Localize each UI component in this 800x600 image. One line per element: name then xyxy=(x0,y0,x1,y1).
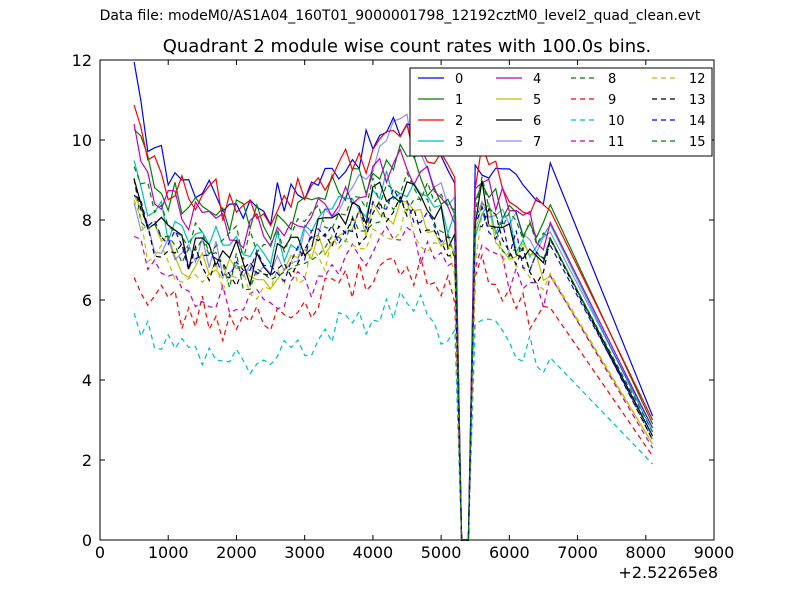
series-line-10 xyxy=(133,290,654,541)
legend-label-6: 6 xyxy=(533,114,541,129)
legend-label-1: 1 xyxy=(455,93,463,108)
y-tick-label: 8 xyxy=(82,211,92,230)
series-line-4 xyxy=(133,123,654,541)
series-line-14 xyxy=(133,187,654,541)
series-line-3 xyxy=(133,160,654,541)
y-tick-label: 4 xyxy=(82,371,92,390)
y-tick-label: 0 xyxy=(82,531,92,550)
y-tick-label: 12 xyxy=(72,51,92,70)
legend-label-12: 12 xyxy=(689,72,706,87)
x-tick-label: 7000 xyxy=(557,543,598,562)
series-line-11 xyxy=(133,225,654,541)
legend-label-0: 0 xyxy=(455,72,463,87)
x-tick-label: 1000 xyxy=(148,543,189,562)
legend-label-4: 4 xyxy=(533,72,541,87)
x-offset-label: +2.52265e8 xyxy=(618,563,718,582)
legend-label-15: 15 xyxy=(689,135,706,150)
legend-label-2: 2 xyxy=(455,114,463,129)
y-tick-label: 6 xyxy=(82,291,92,310)
series-line-8 xyxy=(133,177,654,541)
legend-label-14: 14 xyxy=(689,114,706,129)
x-tick-label: 9000 xyxy=(694,543,735,562)
legend-label-9: 9 xyxy=(608,93,616,108)
figure-suptitle: Data file: modeM0/AS1A04_160T01_90000017… xyxy=(99,8,701,24)
series-line-6 xyxy=(133,178,654,541)
legend-label-3: 3 xyxy=(455,135,463,150)
x-tick-label: 8000 xyxy=(625,543,666,562)
legend-label-10: 10 xyxy=(608,114,625,129)
x-tick-label: 5000 xyxy=(421,543,462,562)
y-tick-label: 2 xyxy=(82,451,92,470)
x-tick-label: 0 xyxy=(95,543,105,562)
x-tick-label: 3000 xyxy=(284,543,325,562)
series-line-13 xyxy=(133,179,654,541)
legend-label-8: 8 xyxy=(608,72,616,87)
y-tick-label: 10 xyxy=(72,131,92,150)
chart-title: Quadrant 2 module wise count rates with … xyxy=(162,36,652,57)
legend-label-7: 7 xyxy=(533,135,541,150)
series-line-0 xyxy=(133,61,654,541)
series-line-9 xyxy=(133,252,654,541)
ticks-layer: 0 1000 2000 3000 4000 5000 6000 7000 8000 9000 0 2 4… xyxy=(72,51,735,562)
series-line-7 xyxy=(133,113,654,541)
x-tick-label: 6000 xyxy=(489,543,530,562)
legend-label-13: 13 xyxy=(689,93,706,108)
series-line-2 xyxy=(133,104,654,541)
series-line-12 xyxy=(133,199,654,541)
series-line-15 xyxy=(133,166,654,541)
legend-label-5: 5 xyxy=(533,93,541,108)
series-line-1 xyxy=(133,129,654,541)
x-tick-label: 4000 xyxy=(353,543,394,562)
series-line-5 xyxy=(133,195,654,541)
legend-label-11: 11 xyxy=(608,135,625,150)
x-tick-label: 2000 xyxy=(216,543,257,562)
series-layer xyxy=(133,61,654,541)
